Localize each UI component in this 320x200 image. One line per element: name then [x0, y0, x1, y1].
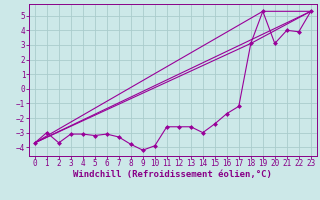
X-axis label: Windchill (Refroidissement éolien,°C): Windchill (Refroidissement éolien,°C) — [73, 170, 272, 179]
